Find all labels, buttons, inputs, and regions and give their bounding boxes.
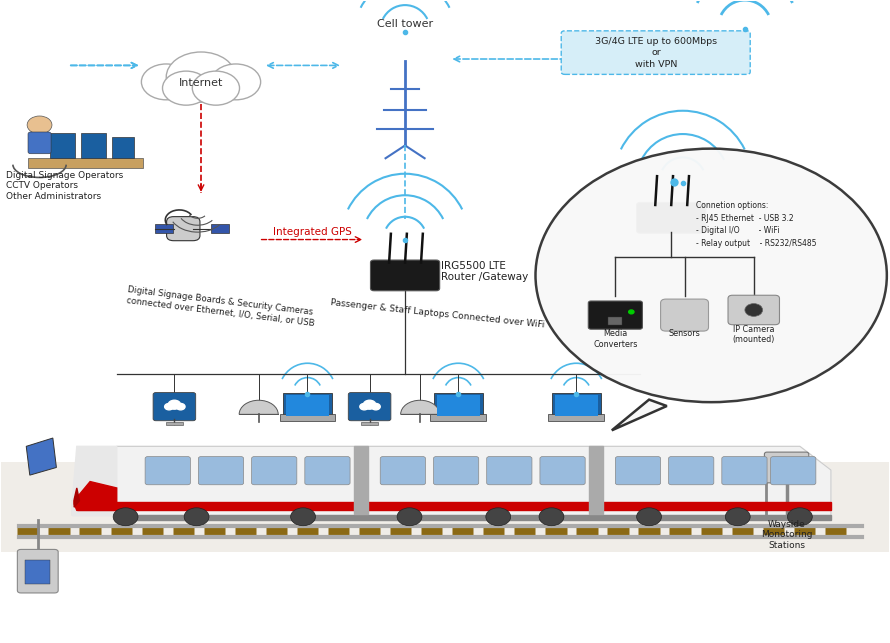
- FancyBboxPatch shape: [370, 260, 440, 291]
- Circle shape: [291, 508, 315, 526]
- Text: Digital Signage Boards & Security Cameras
connected over Ethernet, I/O, Serial, : Digital Signage Boards & Security Camera…: [125, 285, 316, 328]
- Bar: [211, 224, 229, 233]
- Bar: [431, 414, 486, 421]
- Text: Sensors: Sensors: [668, 329, 700, 338]
- Polygon shape: [72, 446, 831, 516]
- Bar: [283, 394, 332, 417]
- FancyBboxPatch shape: [660, 299, 708, 331]
- Bar: [773, 458, 801, 476]
- Text: Media
Converters: Media Converters: [593, 329, 637, 349]
- Bar: [50, 133, 75, 158]
- FancyBboxPatch shape: [729, 462, 759, 474]
- Circle shape: [142, 64, 191, 100]
- FancyBboxPatch shape: [771, 457, 816, 485]
- Bar: [2, 462, 888, 552]
- Text: Digital Signage Operators
CCTV Operators
Other Administrators: Digital Signage Operators CCTV Operators…: [6, 171, 123, 201]
- Circle shape: [211, 64, 261, 100]
- Circle shape: [397, 508, 422, 526]
- Circle shape: [725, 508, 750, 526]
- FancyBboxPatch shape: [380, 457, 425, 485]
- FancyBboxPatch shape: [615, 457, 660, 485]
- FancyBboxPatch shape: [636, 203, 706, 233]
- Polygon shape: [611, 399, 667, 430]
- Text: Integrated GPS: Integrated GPS: [273, 227, 352, 237]
- Text: IRG5500 LTE
Router /Gateway: IRG5500 LTE Router /Gateway: [441, 260, 528, 282]
- FancyBboxPatch shape: [722, 457, 767, 485]
- Bar: [81, 133, 106, 158]
- Circle shape: [192, 71, 239, 105]
- Text: Passenger & Staff Laptops Connected over WiFi: Passenger & Staff Laptops Connected over…: [329, 298, 545, 329]
- Circle shape: [166, 52, 236, 102]
- Bar: [28, 158, 143, 168]
- Text: 3G/4G LTE up to 600Mbps: 3G/4G LTE up to 600Mbps: [595, 37, 717, 46]
- Bar: [434, 394, 482, 417]
- Circle shape: [165, 403, 174, 410]
- Wedge shape: [400, 400, 440, 414]
- Bar: [554, 395, 598, 415]
- Circle shape: [113, 508, 138, 526]
- Bar: [286, 395, 329, 415]
- Bar: [112, 137, 134, 158]
- Bar: [360, 422, 378, 425]
- Polygon shape: [74, 488, 79, 507]
- Bar: [166, 422, 183, 425]
- FancyBboxPatch shape: [487, 457, 532, 485]
- FancyBboxPatch shape: [728, 295, 780, 325]
- Bar: [548, 414, 604, 421]
- FancyBboxPatch shape: [145, 457, 190, 485]
- Circle shape: [486, 508, 511, 526]
- Text: Cell tower: Cell tower: [377, 19, 433, 29]
- Polygon shape: [74, 482, 117, 511]
- FancyBboxPatch shape: [252, 457, 297, 485]
- FancyBboxPatch shape: [348, 393, 391, 421]
- Text: or: or: [651, 48, 661, 57]
- FancyBboxPatch shape: [668, 457, 714, 485]
- Circle shape: [788, 508, 813, 526]
- FancyBboxPatch shape: [166, 217, 200, 240]
- FancyBboxPatch shape: [304, 457, 350, 485]
- Bar: [437, 395, 480, 415]
- Circle shape: [539, 508, 564, 526]
- FancyBboxPatch shape: [562, 31, 750, 75]
- Text: Connetion options:
- RJ45 Ethernet  - USB 3.2
- Digital I/O        - WiFi
- Rela: Connetion options: - RJ45 Ethernet - USB…: [696, 201, 817, 248]
- Text: IP Camera
(mounted): IP Camera (mounted): [732, 325, 775, 344]
- FancyBboxPatch shape: [198, 457, 244, 485]
- FancyBboxPatch shape: [18, 549, 58, 593]
- Polygon shape: [77, 502, 831, 511]
- Polygon shape: [26, 438, 56, 475]
- Bar: [279, 414, 336, 421]
- Bar: [552, 394, 601, 417]
- Circle shape: [636, 508, 661, 526]
- Bar: [608, 317, 622, 325]
- Circle shape: [628, 310, 634, 314]
- Circle shape: [27, 116, 52, 134]
- FancyBboxPatch shape: [153, 393, 196, 421]
- FancyBboxPatch shape: [765, 452, 809, 483]
- Circle shape: [176, 403, 185, 410]
- Wedge shape: [239, 400, 279, 414]
- Polygon shape: [353, 446, 368, 514]
- FancyBboxPatch shape: [28, 132, 51, 154]
- Circle shape: [360, 403, 368, 410]
- Polygon shape: [588, 446, 603, 514]
- Circle shape: [371, 403, 380, 410]
- Circle shape: [168, 400, 181, 409]
- Circle shape: [163, 71, 210, 105]
- Circle shape: [745, 303, 763, 316]
- Polygon shape: [72, 446, 117, 516]
- Circle shape: [536, 149, 886, 402]
- Circle shape: [184, 508, 209, 526]
- Bar: [25, 559, 50, 584]
- Circle shape: [363, 400, 376, 409]
- Polygon shape: [117, 516, 831, 520]
- Bar: [156, 224, 173, 233]
- FancyBboxPatch shape: [588, 301, 643, 329]
- FancyBboxPatch shape: [433, 457, 479, 485]
- Text: Wayside
Monotoring
Stations: Wayside Monotoring Stations: [761, 520, 813, 550]
- FancyBboxPatch shape: [540, 457, 586, 485]
- Text: with VPN: with VPN: [635, 60, 677, 69]
- Text: Internet: Internet: [179, 78, 223, 88]
